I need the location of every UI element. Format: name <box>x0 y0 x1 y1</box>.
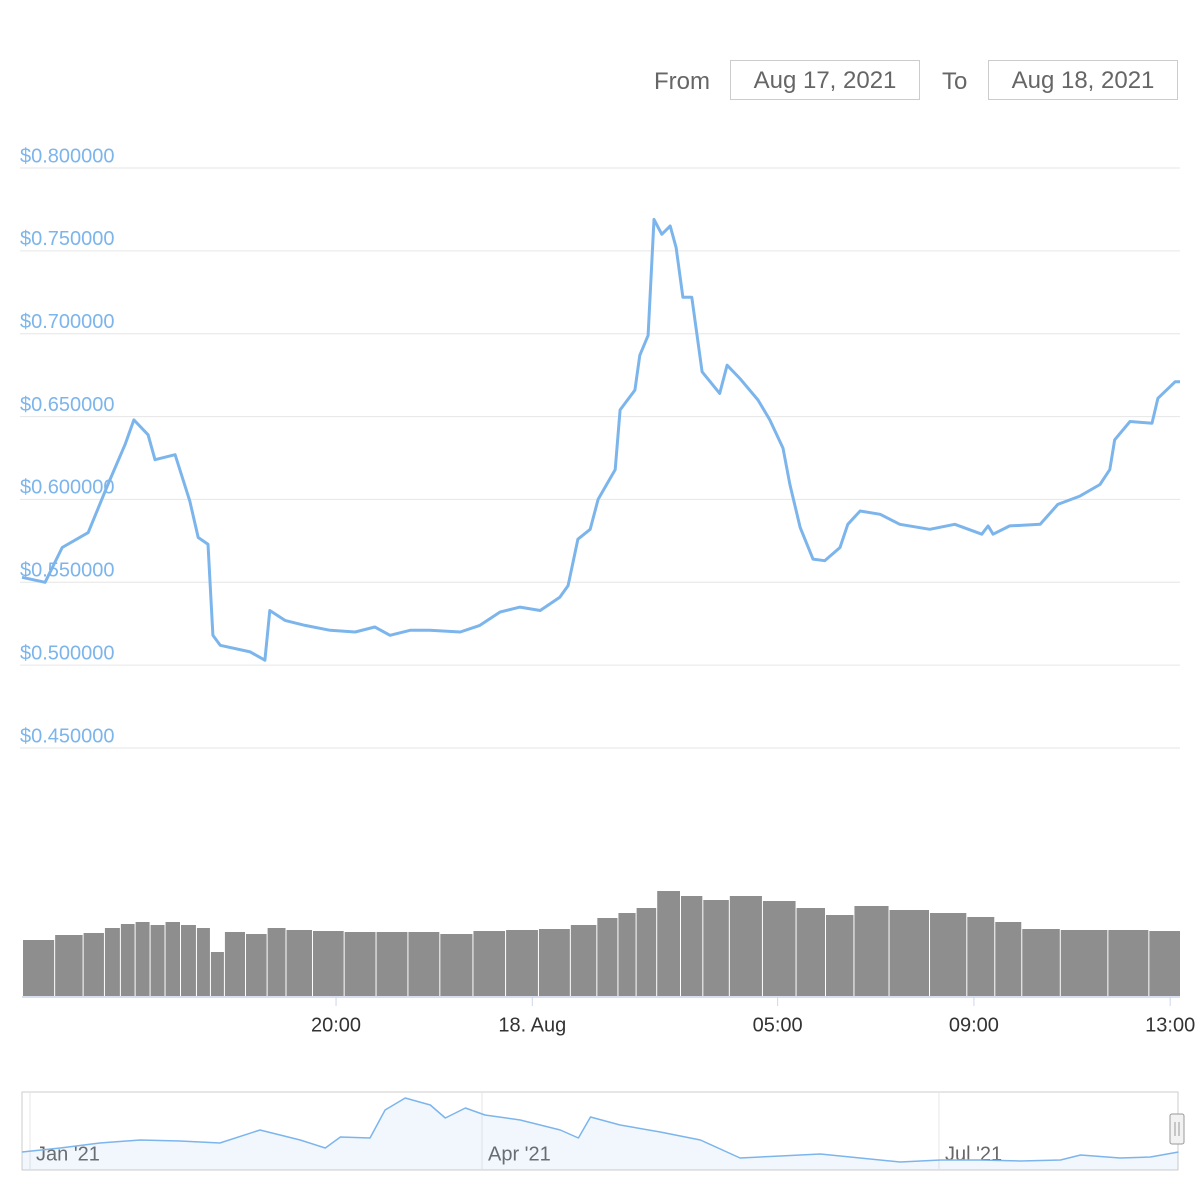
x-tick-label: 13:00 <box>1145 1014 1195 1036</box>
y-tick-label: $0.550000 <box>20 560 115 582</box>
volume-bar <box>440 934 473 996</box>
y-tick-label: $0.650000 <box>20 394 115 416</box>
volume-bar <box>1149 931 1180 996</box>
to-input[interactable]: Aug 18, 2021 <box>988 60 1178 100</box>
volume-bar <box>55 935 83 996</box>
volume-bar <box>224 932 246 996</box>
volume-bar <box>180 925 196 996</box>
volume-bar <box>408 932 440 996</box>
volume-bar <box>267 928 286 996</box>
y-tick-label: $0.700000 <box>20 311 115 333</box>
x-tick-label: 20:00 <box>311 1014 361 1036</box>
volume-bar <box>729 896 762 996</box>
volume-bar <box>618 913 636 996</box>
volume-bar <box>286 930 312 996</box>
y-tick-label: $0.600000 <box>20 477 115 499</box>
volume-bar <box>376 932 408 996</box>
from-input[interactable]: Aug 17, 2021 <box>730 60 920 100</box>
volume-bar <box>1022 929 1060 996</box>
volume-bar <box>196 928 210 996</box>
volume-bar <box>83 933 104 996</box>
volume-bar <box>680 896 703 996</box>
volume-bar <box>930 913 967 996</box>
volume-bar <box>506 930 538 996</box>
y-tick-label: $0.450000 <box>20 725 115 747</box>
price-line <box>21 217 1180 662</box>
volume-bar <box>312 931 344 996</box>
volume-bar <box>344 932 376 996</box>
y-tick-label: $0.800000 <box>20 145 115 167</box>
volume-bar <box>120 924 135 996</box>
volume-bar <box>570 925 597 996</box>
x-tick-label: 05:00 <box>753 1014 803 1036</box>
volume-bar <box>210 952 224 996</box>
volume-bar <box>1108 930 1149 996</box>
navigator-handle[interactable] <box>1169 1113 1185 1145</box>
volume-bar <box>165 922 180 996</box>
volume-bar <box>597 918 618 996</box>
volume-bar <box>854 906 889 996</box>
volume-bar <box>104 928 120 996</box>
y-tick-label: $0.500000 <box>20 642 115 664</box>
volume-bar <box>796 908 825 996</box>
x-tick-label: 18. Aug <box>498 1014 566 1036</box>
x-tick-label: 09:00 <box>949 1014 999 1036</box>
y-tick-label: $0.750000 <box>20 228 115 250</box>
from-label: From <box>654 68 710 95</box>
volume-bar <box>636 908 657 996</box>
volume-bar <box>889 910 930 996</box>
volume-bar <box>762 901 796 996</box>
volume-bar <box>135 922 150 996</box>
volume-bar <box>825 915 854 996</box>
navigator-area <box>22 1098 1179 1170</box>
volume-bar <box>967 917 995 996</box>
volume-bar <box>150 925 165 996</box>
volume-bar <box>246 934 267 996</box>
volume-bar <box>657 891 680 996</box>
volume-bar <box>703 900 729 996</box>
navigator-line <box>21 1097 1179 1163</box>
volume-bar <box>473 931 506 996</box>
volume-bar <box>23 940 55 996</box>
volume-bar <box>538 929 570 996</box>
volume-bar <box>1060 930 1108 996</box>
navigator-label: Apr '21 <box>488 1143 551 1165</box>
to-label: To <box>942 68 968 95</box>
volume-bar <box>995 922 1022 996</box>
